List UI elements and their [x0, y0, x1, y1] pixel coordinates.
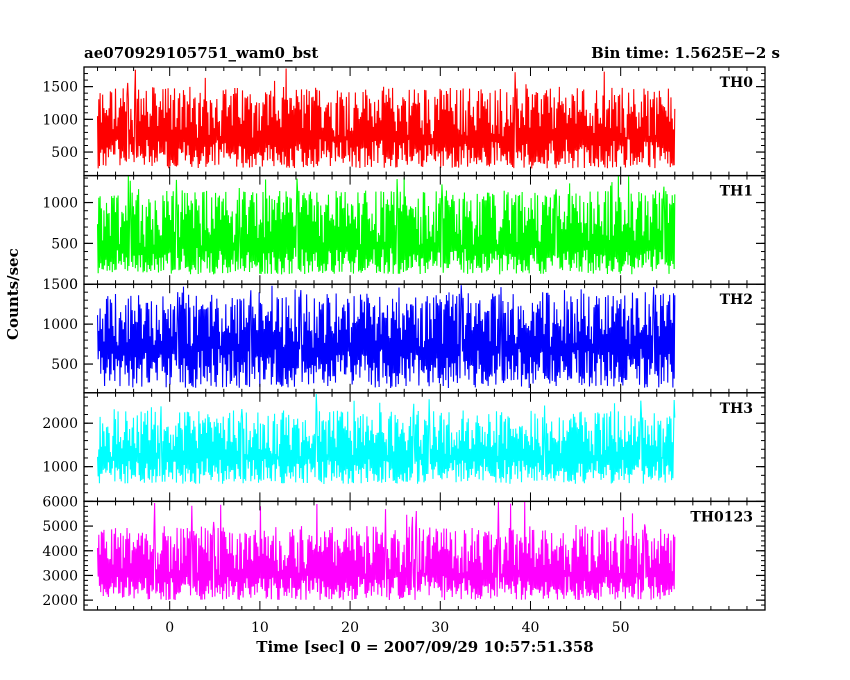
- x-tick-label: 10: [251, 620, 269, 636]
- x-tick-label: 20: [341, 620, 359, 636]
- x-tick-label: 50: [612, 620, 630, 636]
- x-tick-label: 30: [431, 620, 449, 636]
- bin-time-label: Bin time: 1.5625E−2 s: [591, 44, 780, 62]
- series-line-th1: [96, 175, 676, 275]
- series-line-th3: [96, 393, 676, 484]
- series-label-th0123: TH0123: [690, 509, 753, 525]
- y-tick-label: 3000: [42, 568, 78, 584]
- series-line-th2: [96, 285, 676, 388]
- x-tick-label: 40: [522, 620, 540, 636]
- chart-title: ae070929105751_wam0_bst: [84, 44, 319, 62]
- y-tick-label: 1000: [42, 460, 78, 476]
- x-axis-label: Time [sec] 0 = 2007/09/29 10:57:51.358: [256, 638, 594, 656]
- series-label-th2: TH2: [720, 292, 753, 308]
- y-tick-label: 6000: [42, 494, 78, 510]
- series-label-th1: TH1: [720, 184, 753, 200]
- y-tick-label: 500: [51, 357, 78, 373]
- series-line-th0123: [96, 501, 676, 601]
- y-tick-label: 2000: [42, 593, 78, 609]
- y-tick-label: 1500: [42, 80, 78, 96]
- y-tick-label: 1000: [42, 196, 78, 212]
- x-tick-label: 0: [165, 620, 174, 636]
- series-label-th3: TH3: [720, 401, 753, 417]
- y-axis-label: Counts/sec: [4, 248, 22, 340]
- y-tick-label: 1000: [42, 112, 78, 128]
- y-tick-label: 0: [69, 277, 78, 293]
- y-tick-label: 1500: [42, 277, 78, 293]
- series-line-th0: [96, 68, 676, 169]
- series-label-th0: TH0: [720, 75, 754, 91]
- y-tick-label: 5000: [42, 519, 78, 535]
- y-tick-label: 1000: [42, 317, 78, 333]
- y-tick-label: 500: [51, 145, 78, 161]
- y-tick-label: 4000: [42, 544, 78, 560]
- y-tick-label: 2000: [42, 416, 78, 432]
- y-tick-label: 500: [51, 236, 78, 252]
